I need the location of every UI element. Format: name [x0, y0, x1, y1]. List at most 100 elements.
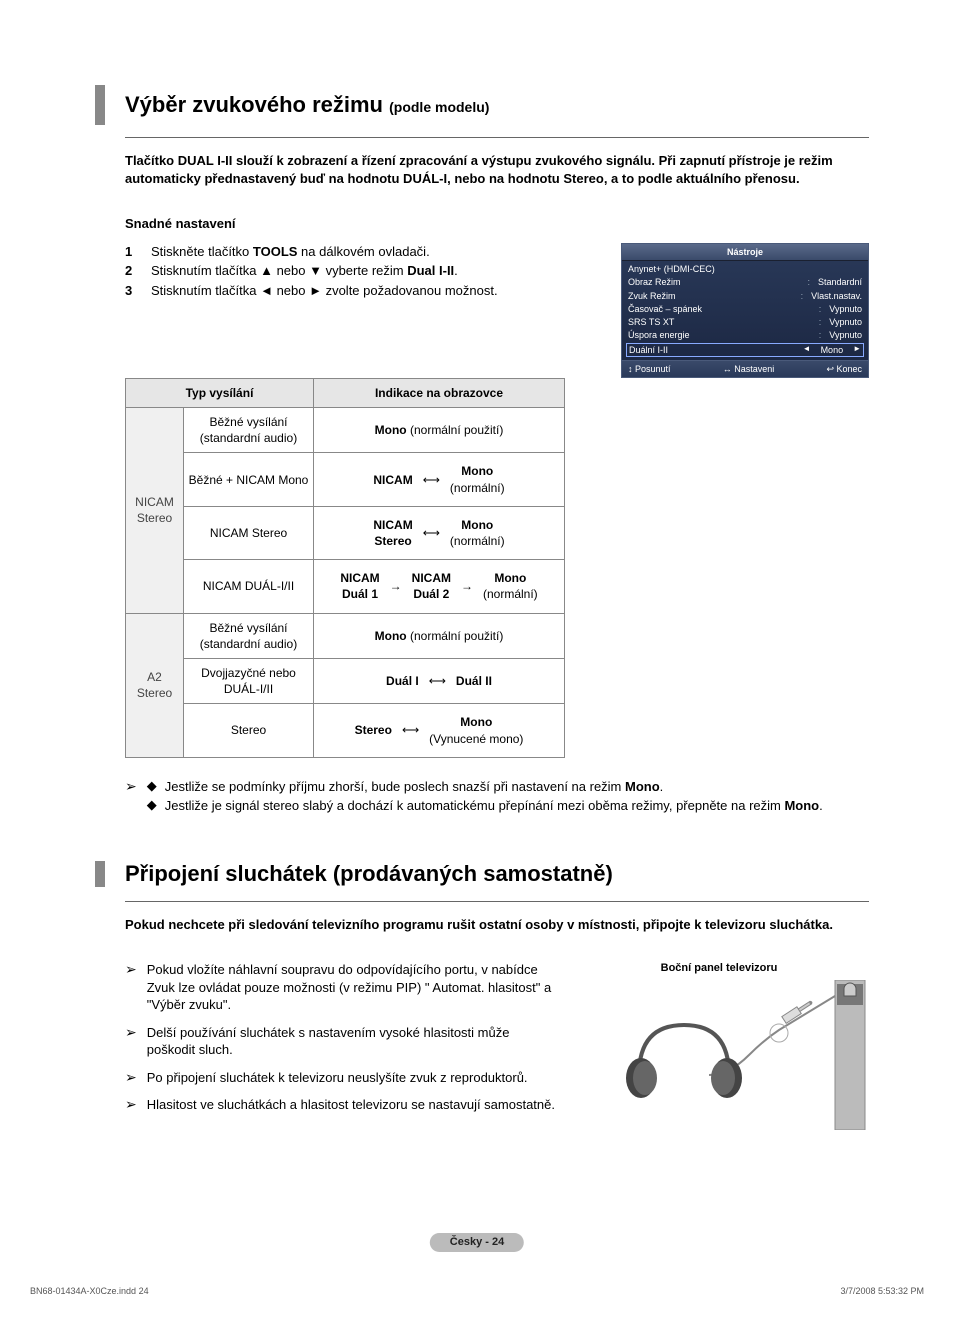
table-head-ind: Indikace na obrazovce [314, 378, 565, 407]
tools-row: Zvuk Režim :Vlast.nastav. [628, 289, 862, 302]
print-left: BN68-01434A-X0Cze.indd 24 [30, 1285, 149, 1297]
table-cell-indication: Duál I⟷Duál II [314, 658, 565, 703]
section1-lead: Tlačítko DUAL I-II slouží k zobrazení a … [125, 152, 869, 187]
note-text: Pokud vložíte náhlavní soupravu do odpov… [147, 961, 557, 1014]
tools-panel-title: Nástroje [622, 244, 868, 261]
triangle-left-icon: ◄ [803, 344, 811, 355]
table-row: A2StereoBěžné vysílání(standardní audio)… [126, 613, 565, 658]
table-cell-typ: Stereo [184, 704, 314, 757]
section1-title: Výběr zvukového režimu [125, 92, 383, 117]
tools-row-label: Úspora energie [628, 329, 690, 341]
sub-heading: Snadné nastavení [125, 215, 869, 233]
table-cell-typ: NICAM Stereo [184, 506, 314, 559]
tools-row: Obraz Režim :Standardní [628, 276, 862, 289]
table-cell-indication: Mono (normální použití) [314, 613, 565, 658]
hp-caption: Boční panel televizoru [569, 961, 869, 976]
tools-panel-footer: ↕ Posunutí ↔ Nastaveni ↩ Konec [622, 360, 868, 377]
table-row: Dvojjazyčné nebo DUÁL-I/IIDuál I⟷Duál II [126, 658, 565, 703]
step-text: Stisknutím tlačítka ◄ nebo ► zvolte poža… [151, 282, 607, 300]
note-text: Delší používání sluchátek s nastavením v… [147, 1024, 557, 1059]
tools-highlight-value: Mono [821, 344, 844, 356]
divider [125, 901, 869, 902]
table-group-label: NICAMStereo [126, 408, 184, 614]
section2-title: Připojení sluchátek (prodávaných samosta… [125, 859, 613, 889]
diamond-icon: ◆ [147, 797, 157, 815]
print-right: 3/7/2008 5:53:32 PM [840, 1285, 924, 1297]
section-1-title: Výběr zvukového režimu (podle modelu) [95, 85, 869, 125]
pointer-icon: ➢ [125, 961, 137, 1014]
pointer-icon: ➢ [125, 1024, 137, 1059]
step-number: 2 [125, 262, 151, 280]
tools-row-value: :Vlast.nastav. [797, 290, 862, 302]
tools-row-value: :Vypnuto [815, 316, 862, 328]
page-footer-pill: Česky - 24 [430, 1233, 524, 1252]
table-cell-indication: NICAM⟷Mono(normální) [314, 453, 565, 506]
step-row: 2Stisknutím tlačítka ▲ nebo ▼ vyberte re… [125, 262, 607, 280]
note-item: ➢Hlasitost ve sluchátkách a hlasitost te… [125, 1096, 557, 1114]
tools-row-highlight: Duální I-II ◄ Mono ► [626, 343, 864, 357]
note-text: Po připojení sluchátek k televizoru neus… [147, 1069, 557, 1087]
tools-row-label: Anynet+ (HDMI-CEC) [628, 263, 715, 275]
note-item: ➢ Delší používání sluchátek s nastavením … [125, 1024, 557, 1059]
note-item: ◆ Jestliže se podmínky příjmu zhorší, bud… [147, 778, 869, 796]
tools-panel: Nástroje Anynet+ (HDMI-CEC)Obraz Režim :S… [621, 243, 869, 378]
tools-footer-item: ↔ Nastaveni [723, 363, 775, 375]
step-row: 3Stisknutím tlačítka ◄ nebo ► zvolte pož… [125, 282, 607, 300]
section-2-title: Připojení sluchátek (prodávaných samosta… [95, 859, 869, 889]
tools-row-label: Obraz Režim [628, 276, 681, 288]
tools-footer-item: ↕ Posunutí [628, 363, 671, 375]
step-number: 3 [125, 282, 151, 300]
table-head-typ: Typ vysílání [126, 378, 314, 407]
table-row: StereoStereo⟷Mono(Vynucené mono) [126, 704, 565, 757]
note-item: ➢ Po připojení sluchátek k televizoru neu… [125, 1069, 557, 1087]
note-item: ◆ Jestliže je signál stereo slabý a dochá… [147, 797, 869, 815]
note-text: Hlasitost ve sluchátkách a hlasitost tel… [147, 1096, 557, 1114]
note-text: Jestliže je signál stereo slabý a docház… [165, 797, 823, 815]
table-cell-indication: Mono (normální použití) [314, 408, 565, 453]
table-group-label: A2Stereo [126, 613, 184, 757]
tools-row-label: Časovač – spánek [628, 303, 702, 315]
table-cell-typ: Dvojjazyčné nebo DUÁL-I/II [184, 658, 314, 703]
diamond-icon: ◆ [147, 778, 157, 796]
note-text: Jestliže se podmínky příjmu zhorší, bude… [165, 778, 664, 796]
table-cell-indication: NICAMStereo⟷Mono(normální) [314, 506, 565, 559]
modes-table: Typ vysílání Indikace na obrazovce NICAM… [125, 378, 565, 758]
divider [125, 137, 869, 138]
tools-row: SRS TS XT :Vypnuto [628, 315, 862, 328]
headphone-diagram: Boční panel televizoru [569, 961, 869, 1134]
table-cell-typ: Běžné vysílání(standardní audio) [184, 408, 314, 453]
tools-row-value: :Standardní [803, 276, 862, 288]
tools-row-label: Zvuk Režim [628, 290, 676, 302]
table-row: NICAM StereoNICAMStereo⟷Mono(normální) [126, 506, 565, 559]
table-cell-indication: NICAMDuál 1→NICAMDuál 2→Mono(normální) [314, 560, 565, 613]
notes-block-1: ➢ ◆ Jestliže se podmínky příjmu zhorší, b… [125, 778, 869, 817]
table-cell-typ: NICAM DUÁL-I/II [184, 560, 314, 613]
note-item: ➢Pokud vložíte náhlavní soupravu do odpo… [125, 961, 557, 1014]
pointer-icon: ➢ [125, 1069, 137, 1087]
table-cell-typ: Běžné + NICAM Mono [184, 453, 314, 506]
section2-notes: ➢Pokud vložíte náhlavní soupravu do odpo… [125, 961, 557, 1114]
steps-list: 1Stiskněte tlačítko TOOLS na dálkovém ov… [125, 243, 607, 300]
step-text: Stiskněte tlačítko TOOLS na dálkovém ovl… [151, 243, 607, 261]
tools-row: Anynet+ (HDMI-CEC) [628, 263, 862, 276]
table-row: Běžné + NICAM MonoNICAM⟷Mono(normální) [126, 453, 565, 506]
section1-title-sub: (podle modelu) [389, 99, 489, 115]
table-cell-typ: Běžné vysílání(standardní audio) [184, 613, 314, 658]
step-number: 1 [125, 243, 151, 261]
step-text: Stisknutím tlačítka ▲ nebo ▼ vyberte rež… [151, 262, 607, 280]
triangle-right-icon: ► [853, 344, 861, 355]
title-bar-icon [95, 861, 105, 887]
tools-row-value: :Vypnuto [815, 329, 862, 341]
tools-row-label: SRS TS XT [628, 316, 674, 328]
headphone-svg [569, 980, 869, 1130]
table-row: NICAM DUÁL-I/IINICAMDuál 1→NICAMDuál 2→M… [126, 560, 565, 613]
tools-row: Časovač – spánek :Vypnuto [628, 302, 862, 315]
print-footer: BN68-01434A-X0Cze.indd 24 3/7/2008 5:53:… [30, 1285, 924, 1297]
tools-row: Úspora energie :Vypnuto [628, 328, 862, 341]
pointer-icon: ➢ [125, 778, 137, 817]
tools-highlight-label: Duální I-II [629, 344, 668, 356]
table-cell-indication: Stereo⟷Mono(Vynucené mono) [314, 704, 565, 757]
step-row: 1Stiskněte tlačítko TOOLS na dálkovém ov… [125, 243, 607, 261]
tools-row-value: :Vypnuto [815, 303, 862, 315]
tools-footer-item: ↩ Konec [826, 363, 862, 375]
